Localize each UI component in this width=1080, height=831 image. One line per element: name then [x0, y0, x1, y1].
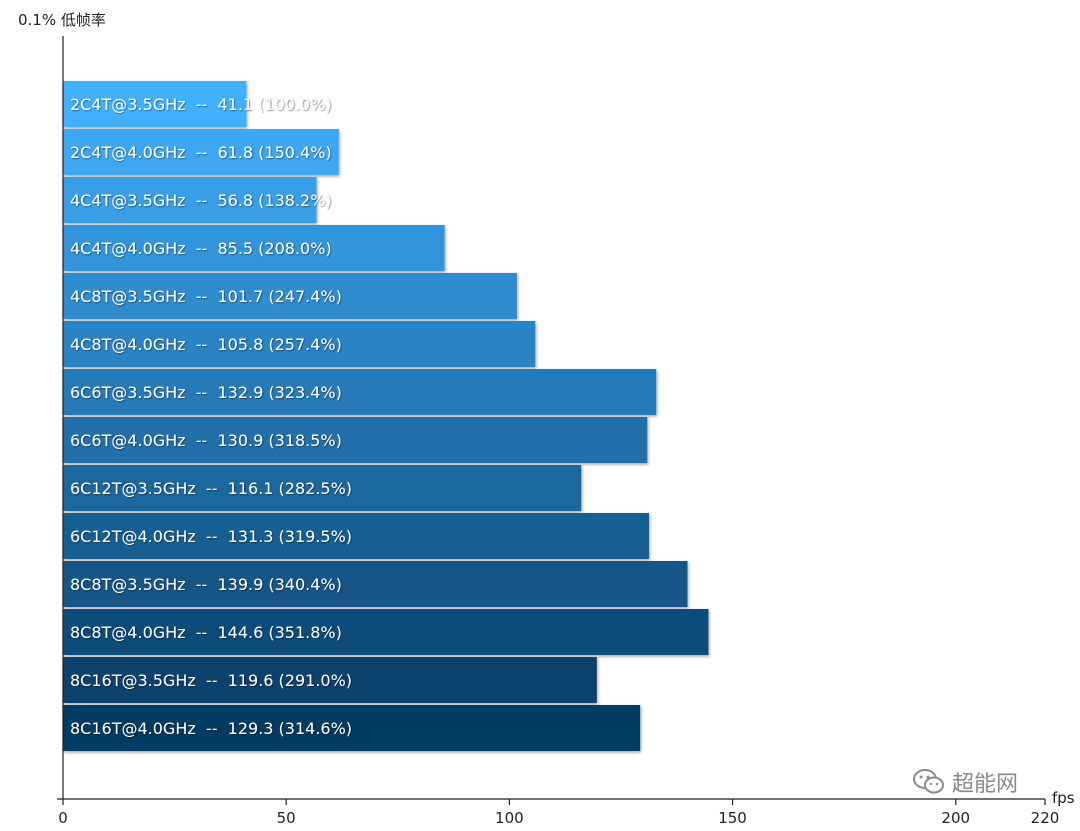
bar-label-6C12T@3.5GHz: 6C12T@3.5GHz -- 116.1 (282.5%) [70, 479, 352, 498]
bar-label-2C4T@3.5GHz: 2C4T@3.5GHz -- 41.1 (100.0%) [70, 95, 332, 114]
bar-2C4T@4.0GHz [63, 129, 339, 175]
bar-label-6C6T@4.0GHz: 6C6T@4.0GHz -- 130.9 (318.5%) [70, 431, 342, 450]
bar-label-2C4T@4.0GHz: 2C4T@4.0GHz -- 61.8 (150.4%) [70, 143, 332, 162]
bar-label-4C4T@3.5GHz: 4C4T@3.5GHz -- 56.8 (138.2%) [70, 191, 332, 210]
x-tick-label-220: 220 [1031, 809, 1060, 827]
y-axis-title: 0.1% 低帧率 [18, 11, 106, 29]
watermark: 超能网 [912, 766, 1018, 798]
x-tick-label-100: 100 [495, 809, 524, 827]
bar-label-8C16T@3.5GHz: 8C16T@3.5GHz -- 119.6 (291.0%) [70, 671, 352, 690]
bar-6C12T@4.0GHz [63, 513, 650, 559]
bar-6C6T@4.0GHz [63, 417, 648, 463]
watermark-text: 超能网 [952, 772, 1019, 797]
bar-label-8C8T@4.0GHz: 8C8T@4.0GHz -- 144.6 (351.8%) [70, 623, 342, 642]
bar-label-6C12T@4.0GHz: 6C12T@4.0GHz -- 131.3 (319.5%) [70, 527, 352, 546]
bar-4C4T@4.0GHz [63, 225, 445, 271]
bar-2C4T@3.5GHz [63, 81, 247, 127]
wechat-icon [913, 769, 944, 794]
bar-4C8T@3.5GHz [63, 273, 517, 319]
bar-label-4C8T@4.0GHz: 4C8T@4.0GHz -- 105.8 (257.4%) [70, 335, 342, 354]
x-tick-label-200: 200 [941, 809, 970, 827]
bar-8C8T@3.5GHz [63, 561, 688, 607]
bar-label-6C6T@3.5GHz: 6C6T@3.5GHz -- 132.9 (323.4%) [70, 383, 342, 402]
bar-8C8T@4.0GHz [63, 609, 709, 655]
x-axis-title: fps [1052, 789, 1075, 807]
bar-4C8T@4.0GHz [63, 321, 536, 367]
bar-8C16T@3.5GHz [63, 657, 597, 703]
bar-label-8C16T@4.0GHz: 8C16T@4.0GHz -- 129.3 (314.6%) [70, 719, 352, 738]
x-tick-label-0: 0 [58, 809, 68, 827]
bar-label-4C8T@3.5GHz: 4C8T@3.5GHz -- 101.7 (247.4%) [70, 287, 342, 306]
bar-label-8C8T@3.5GHz: 8C8T@3.5GHz -- 139.9 (340.4%) [70, 575, 342, 594]
bar-8C16T@4.0GHz [63, 705, 641, 751]
bar-6C12T@3.5GHz [63, 465, 582, 511]
bar-6C6T@3.5GHz [63, 369, 657, 415]
bar-label-4C4T@4.0GHz: 4C4T@4.0GHz -- 85.5 (208.0%) [70, 239, 332, 258]
bar-4C4T@3.5GHz [63, 177, 317, 223]
x-tick-label-150: 150 [718, 809, 747, 827]
x-tick-label-50: 50 [277, 809, 296, 827]
